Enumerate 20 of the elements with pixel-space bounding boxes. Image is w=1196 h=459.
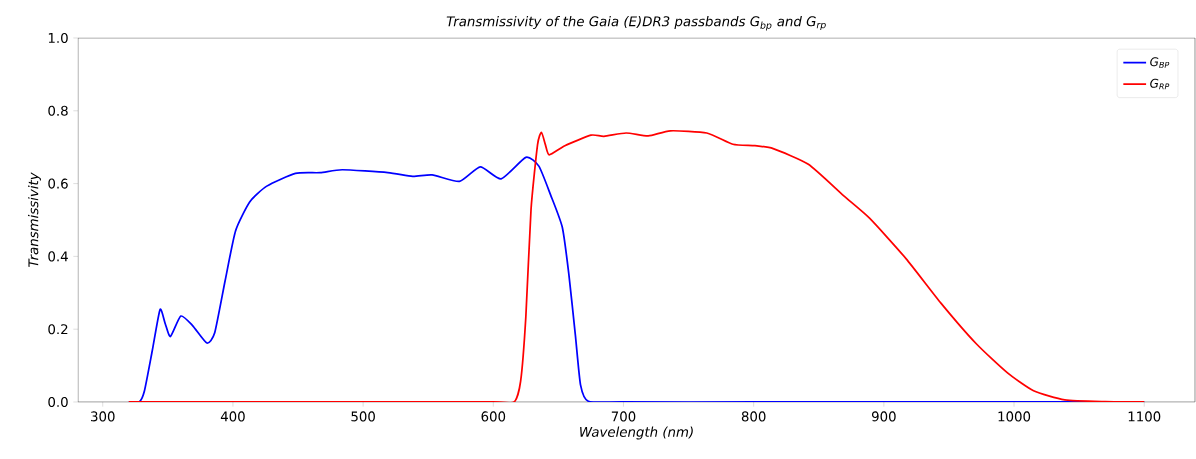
- x-tick-label: 1000: [998, 411, 1031, 422]
- y-tick-label: 0.4: [48, 251, 68, 262]
- y-tick-label: 0.0: [48, 396, 68, 408]
- y-tick-label: 0.6: [48, 178, 68, 189]
- x-tick-label: 500: [351, 411, 375, 422]
- x-tick-label: 900: [871, 411, 896, 422]
- x-tick-label: 300: [91, 411, 115, 422]
- y-tick-label: 0.8: [48, 105, 68, 116]
- x-tick-label: 600: [481, 411, 506, 422]
- x-tick-label: 1100: [1128, 411, 1161, 422]
- legend-label: G$_{RP}$: [1150, 78, 1170, 90]
- y-tick-label: 0.2: [48, 324, 68, 335]
- x-axis-title: Wavelength (nm): [580, 426, 693, 440]
- y-tick-label: 1.0: [48, 32, 68, 44]
- x-tick-label: 700: [611, 411, 636, 422]
- x-tick-label: 800: [741, 411, 766, 422]
- x-tick-label: 400: [220, 411, 245, 422]
- y-axis-title: Transmissivity: [28, 172, 41, 267]
- chart-title: Transmissivity of the Gaia (E)DR3 passbands G$_{bp}$ and G$_{rp}$: [446, 16, 826, 31]
- legend-label: G$_{BP}$: [1150, 57, 1170, 68]
